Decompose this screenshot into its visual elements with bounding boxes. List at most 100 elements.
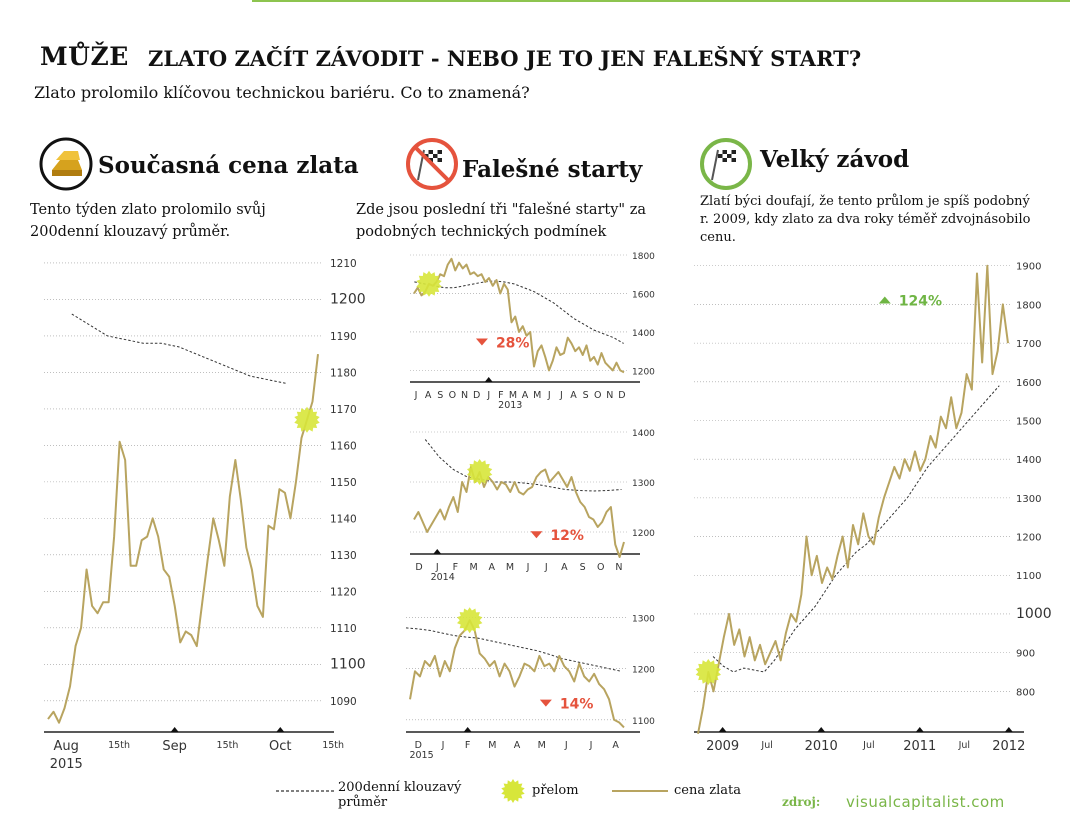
gold-bars-icon: [39, 137, 93, 191]
source-label: zdroj:: [782, 795, 821, 809]
top-accent-line: [252, 0, 1070, 2]
moving-average-line: [424, 439, 622, 492]
x-tick-label: J: [414, 390, 418, 401]
x-tick-label: J: [589, 740, 593, 751]
legend-moving-average-swatch: [276, 790, 336, 792]
x-tick-label: Oct: [269, 739, 291, 754]
x-marker: [463, 727, 472, 732]
moving-average-line: [712, 385, 1000, 673]
x-marker: [718, 727, 727, 732]
change-label: 12%: [550, 528, 584, 544]
x-tick-label: A: [489, 562, 496, 573]
y-tick-label: 1200: [632, 666, 655, 676]
y-tick-label: 1180: [330, 367, 357, 379]
x-tick-label: A: [522, 390, 529, 401]
x-tick-label: N: [461, 390, 468, 401]
y-tick-label: 1200: [330, 291, 366, 307]
x-tick-label: D: [415, 562, 422, 573]
y-tick-label: 1110: [330, 623, 357, 635]
chart-false-start-2015: 1100 1200 1300 D J F M A M J J A 2015 14%: [405, 607, 655, 761]
legend-moving-average: 200denní klouzavý průměr: [338, 780, 462, 810]
y-tick-label: 1090: [330, 696, 357, 708]
x-tick-label: F: [498, 390, 503, 401]
y-tick-label: 1500: [1016, 416, 1041, 427]
x-tick-label: O: [449, 390, 456, 401]
y-tick-label: 1190: [330, 331, 357, 343]
change-arrow: [878, 296, 891, 304]
breakout-marker: [467, 459, 493, 485]
x-tick-label: J: [564, 740, 568, 751]
x-tick-label: Sep: [162, 739, 187, 754]
section-title-current: Současná cena zlata: [98, 152, 359, 179]
change-label: 28%: [496, 336, 530, 352]
y-tick-label: 1100: [1016, 571, 1041, 582]
legend-breakout-swatch: [501, 779, 525, 803]
y-tick-label: 900: [1016, 649, 1035, 660]
x-tick-label: J: [547, 390, 551, 401]
price-line: [413, 466, 625, 558]
x-tick-label: A: [514, 740, 521, 751]
y-tick-label: 1150: [330, 477, 357, 489]
section-title-big-race: Velký závod: [760, 146, 910, 173]
y-tick-label: 1400: [632, 429, 655, 439]
x-tick-label: N: [615, 562, 622, 573]
y-tick-label: 1400: [632, 329, 655, 339]
x-tick-label: M: [509, 390, 517, 401]
x-tick-label: D: [473, 390, 480, 401]
y-tick-label: 1300: [1016, 494, 1041, 505]
x-tick-label: J: [486, 390, 490, 401]
y-tick-label: 1170: [330, 404, 357, 416]
breakout-marker: [294, 406, 320, 433]
x-tick-label: 15th: [322, 740, 344, 751]
section-text-current: Tento týden zlato prolomilo svůj 200denn…: [30, 202, 266, 240]
page-subtitle: Zlato prolomilo klíčovou technickou bari…: [34, 83, 530, 102]
legend-price: cena zlata: [674, 783, 741, 798]
chart-current: 1090 1100 1110 1120 1130 1140 1150 1160 1170 1180…: [44, 258, 366, 772]
change-label: 14%: [560, 697, 594, 713]
price-line: [413, 257, 625, 374]
change-arrow: [539, 699, 552, 707]
section-text-false-starts: Zde jsou poslední tři "falešné starty" z…: [356, 202, 646, 240]
y-tick-label: 1210: [330, 258, 357, 270]
price-line: [409, 619, 625, 729]
title-prefix: MŮŽE: [40, 42, 129, 71]
x-tick-label: 2010: [805, 739, 838, 754]
x-tick-label: 15th: [217, 740, 239, 751]
legend-price-swatch: [612, 790, 668, 792]
y-tick-label: 1900: [1016, 262, 1041, 273]
y-tick-label: 1120: [330, 586, 357, 598]
section-text-big-race: Zlatí býci doufají, že tento průlom je s…: [700, 194, 1031, 245]
x-tick-label: A: [612, 740, 619, 751]
x-tick-label: M: [533, 390, 541, 401]
y-tick-label: 1200: [1016, 533, 1041, 544]
y-tick-label: 1200: [632, 529, 655, 539]
y-tick-label: 1000: [1016, 606, 1052, 622]
x-tick-label: J: [441, 740, 445, 751]
page-title: ZLATO ZAČÍT ZÁVODIT - NEBO JE TO JEN FAL…: [148, 46, 862, 71]
y-tick-label: 1300: [632, 479, 655, 489]
x-tick-label: Jul: [862, 740, 874, 751]
y-tick-label: 1130: [330, 550, 357, 562]
moving-average-line: [71, 313, 286, 384]
x-tick-label: A: [561, 562, 568, 573]
source-link[interactable]: visualcapitalist.com: [846, 793, 1005, 811]
section-title-false-starts: Falešné starty: [462, 156, 643, 183]
change-label: 124%: [899, 293, 942, 309]
x-marker: [484, 377, 493, 382]
x-tick-label: N: [606, 390, 613, 401]
y-tick-label: 1600: [1016, 378, 1041, 389]
y-tick-label: 1600: [632, 290, 655, 300]
x-tick-label: Jul: [760, 740, 772, 751]
y-tick-label: 1400: [1016, 455, 1041, 466]
x-marker: [170, 727, 179, 732]
x-tick-label: M: [538, 740, 546, 751]
x-tick-label: A: [570, 390, 577, 401]
x-tick-label: D: [415, 740, 422, 751]
x-tick-label: F: [465, 740, 470, 751]
x-tick-label: M: [488, 740, 496, 751]
x-marker: [276, 727, 285, 732]
x-tick-label: S: [583, 390, 589, 401]
